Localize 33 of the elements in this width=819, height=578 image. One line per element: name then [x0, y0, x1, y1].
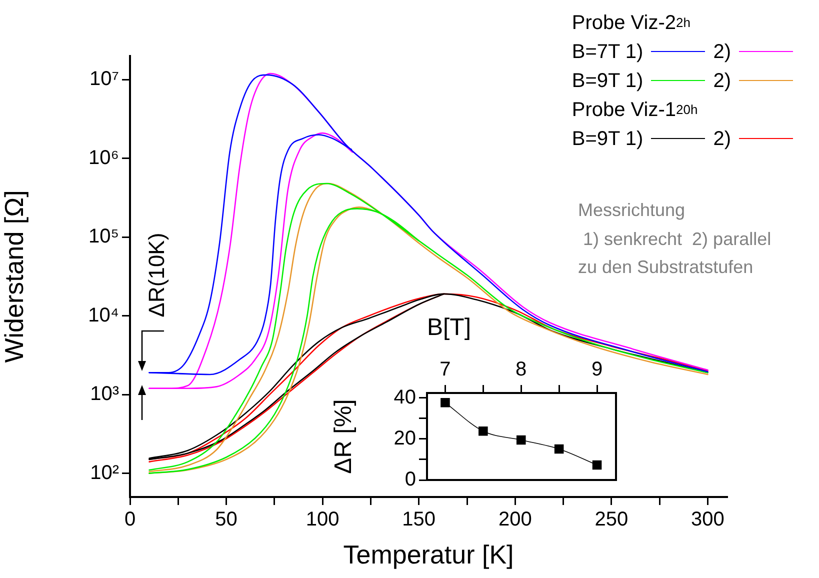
annotation: Messrichtung: [578, 200, 686, 221]
legend-label: B=7T 1): [572, 40, 644, 62]
x-tick-label: 100: [306, 508, 340, 531]
annotation: 1) senkrecht 2) parallel: [582, 229, 772, 250]
annotation: ΔR(10K): [144, 232, 170, 318]
y-tick-label: 10⁶: [88, 146, 119, 169]
y-tick-label: 40: [394, 386, 416, 408]
x-tick-label: 9: [591, 358, 603, 381]
x-tick-label: 50: [215, 508, 238, 531]
x-tick-label: 300: [691, 508, 724, 531]
annotation: zu den Substratstufen: [578, 257, 754, 278]
x-tick-label: 0: [124, 508, 136, 531]
y-tick-label: 10⁵: [88, 226, 119, 248]
y-tick-label: 10³: [90, 383, 120, 406]
x-axis-title: B[T]: [427, 314, 472, 342]
y-tick-label: 0: [404, 468, 416, 491]
legend-label: 2): [713, 128, 731, 150]
x-axis-title: Temperatur [K]: [343, 540, 514, 570]
x-tick-label: 8: [516, 358, 527, 381]
legend-label: B=9T 1): [572, 128, 644, 150]
y-axis-title: ΔR [%]: [330, 399, 358, 474]
y-axis-title: Widerstand [Ω]: [0, 190, 29, 363]
x-tick-label: 250: [594, 508, 628, 531]
x-tick-label: 7: [440, 358, 451, 381]
y-tick-label: 20: [394, 427, 416, 450]
x-tick-label: 150: [402, 508, 436, 531]
legend-label: B=9T 1): [572, 70, 644, 92]
y-tick-label: 10⁴: [88, 304, 119, 326]
y-tick-label: 10²: [90, 462, 120, 484]
legend-label: 2): [713, 40, 731, 62]
x-tick-label: 200: [498, 508, 532, 531]
legend-label: 2): [713, 70, 731, 92]
y-tick-label: 10⁷: [90, 68, 119, 90]
